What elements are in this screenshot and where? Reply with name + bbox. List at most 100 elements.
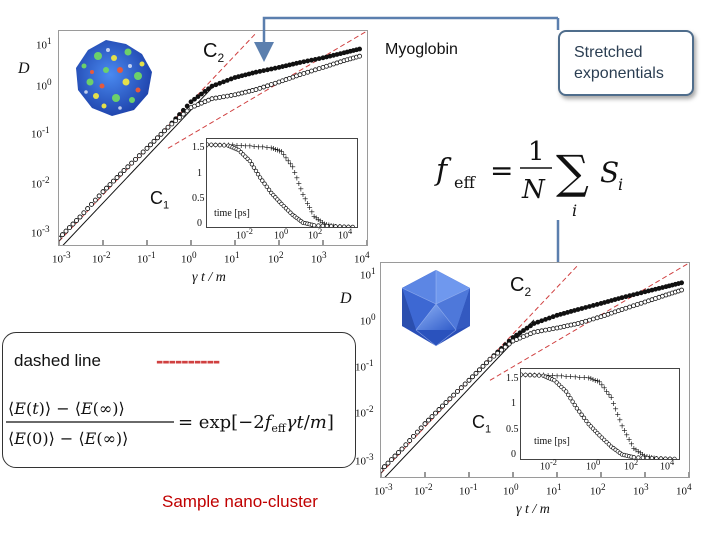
- svg-text:f: f: [434, 153, 452, 188]
- nanocluster-series-1-point: [587, 304, 592, 309]
- nanocluster-inset-series-2-point: [523, 372, 528, 378]
- nanocluster-series-1-point: [583, 305, 589, 310]
- p2-xtick-3: 10-1: [459, 482, 478, 498]
- myoglobin-inset-series-1-point: +: [300, 190, 307, 199]
- myoglobin-inset-series-2-point: [311, 223, 317, 227]
- svg-text:∑: ∑: [556, 145, 589, 199]
- nanocluster-inset-series-1-point: +: [588, 374, 595, 383]
- myoglobin-title: Myoglobin: [385, 41, 458, 58]
- myoglobin-series-2-point: [169, 121, 175, 127]
- myoglobin-inset-series-1-point: +: [328, 221, 335, 227]
- nanocluster-inset-series-2-point: [527, 372, 533, 378]
- myoglobin-series-2-point: [67, 225, 72, 231]
- nanocluster-series-1-point: [594, 302, 600, 307]
- myoglobin-series-2-point: [125, 164, 131, 170]
- nanocluster-series-2-point: [506, 341, 512, 347]
- myoglobin-inset-series-2-point: [213, 142, 218, 148]
- nanocluster-inset-series-2-point: [536, 373, 542, 378]
- dashed-line-sample: ----------: [156, 348, 220, 373]
- nanocluster-inset-series-2-point: [521, 372, 524, 377]
- svg-text:1: 1: [528, 137, 545, 167]
- nanocluster-inset-series-2-point: [636, 455, 641, 459]
- myoglobin-inset-series-1-point: +: [289, 163, 296, 172]
- nanocluster-inset-series-2-point: [532, 373, 537, 378]
- nanocluster-inset-svg: ++++++++++++++++++++++++++++++++++++++++…: [521, 371, 678, 459]
- myoglobin-series-2-point: [100, 189, 106, 195]
- myoglobin-inset-series-2-point: [217, 143, 223, 148]
- nanocluster-series-2-point: [440, 403, 445, 409]
- nanocluster-series-1-point: [521, 328, 526, 333]
- myoglobin-inset-series-1-point: +: [285, 156, 292, 165]
- nanocluster-inset-series-1-point: +: [558, 372, 565, 381]
- myoglobin-series-2-point: [89, 201, 94, 207]
- p2-ytick-3: 10-1: [355, 358, 374, 374]
- myoglobin-series-2-point: [107, 182, 113, 188]
- nanocluster-series-2-point: [455, 389, 460, 394]
- nanocluster-series-2-point: [579, 319, 585, 325]
- p1-inset-xtick-2: 100: [274, 227, 289, 242]
- svg-text:⟨E(t)⟩ − ⟨E(∞)⟩: ⟨E(t)⟩ − ⟨E(∞)⟩: [8, 399, 125, 418]
- myoglobin-series-2: [59, 53, 363, 241]
- nanocluster-series-2-point: [422, 421, 428, 427]
- nanocluster-series-2-point: [627, 304, 633, 310]
- nanocluster-series-1-point: [528, 323, 533, 329]
- stretched-exponentials-callout: Stretched exponentials: [558, 30, 694, 96]
- nanocluster-image: [401, 270, 471, 347]
- nanocluster-series-1-point: [517, 330, 523, 336]
- p1-xtick-3: 10-1: [137, 250, 156, 266]
- relaxation-equation: ⟨E(t)⟩ − ⟨E(∞)⟩ ⟨E(0)⟩ − ⟨E(∞)⟩ = exp[−2…: [6, 392, 354, 456]
- nanocluster-inset-series-2-point: [654, 456, 659, 459]
- nanocluster-series-2-point: [385, 460, 391, 466]
- myoglobin-inset-series-2-point: [337, 224, 343, 227]
- myoglobin-inset-series-1-point: +: [302, 194, 309, 203]
- nanocluster-inset-series-1-point: +: [631, 444, 638, 453]
- nanocluster-series-2-point: [679, 287, 685, 293]
- nanocluster-inset-series-1-point: +: [592, 376, 599, 385]
- p1-xtick-5: 101: [224, 250, 240, 266]
- myoglobin-inset-series-2-point: [221, 143, 227, 148]
- nanocluster-series-2-point: [433, 410, 438, 416]
- nanocluster-inset-series-2-point: [672, 456, 677, 459]
- nanocluster-series-2-point: [495, 350, 501, 356]
- nanocluster-inset-series-2-point: [645, 455, 650, 459]
- dashed-line-legend-box: [2, 332, 356, 468]
- nanocluster-series-1-point: [535, 319, 541, 325]
- myoglobin-inset-series-1-point: +: [264, 143, 271, 152]
- p1-xtick-8: 104: [354, 250, 370, 266]
- myoglobin-inset-series-1-point: +: [259, 143, 266, 152]
- myoglobin-inset-series-2-point: [247, 158, 253, 164]
- nanocluster-series-2-point: [619, 307, 625, 312]
- nanocluster-inset-series-1-point: +: [626, 435, 633, 444]
- p1-inset-ytick-4: 0: [197, 218, 202, 229]
- p2-c1-label: C1: [472, 412, 492, 436]
- nanocluster-inset-series-1-point: +: [594, 377, 601, 386]
- nanocluster-inset-series-2-point: [631, 455, 637, 459]
- myoglobin-series-2-point: [111, 178, 116, 184]
- nano-cluster-caption: Sample nano-cluster: [162, 492, 318, 511]
- nanocluster-series-1-point: [631, 292, 636, 298]
- myoglobin-series-2-point: [148, 142, 153, 148]
- nanocluster-inset-series-2-point: [574, 406, 580, 411]
- nanocluster-series-1-point: [546, 315, 552, 321]
- myoglobin-series-1-point: [192, 96, 197, 102]
- svg-text:i: i: [572, 201, 577, 220]
- p1-xtick-6: 102: [268, 250, 284, 266]
- p2-ytick-1: 101: [360, 266, 376, 282]
- nanocluster-inset-series-2-point: [568, 396, 573, 401]
- p1-inset-xtick-1: 10-2: [236, 227, 253, 242]
- nanocluster-series-2-point: [480, 363, 486, 369]
- svg-text:N: N: [521, 175, 546, 205]
- nanocluster-inset-series-1-point: +: [644, 452, 651, 459]
- nanocluster-series-2-point: [546, 327, 552, 332]
- nanocluster-series-1-point: [550, 314, 556, 320]
- myoglobin-inset-series-1-point: +: [242, 141, 249, 150]
- myoglobin-inset-series-1-point: +: [247, 142, 254, 151]
- myoglobin-inset-series-2-point: [249, 162, 255, 167]
- nanocluster-inset-series-1-point: +: [549, 371, 556, 380]
- nanocluster-series-2-point: [587, 317, 592, 323]
- myoglobin-inset-series-1-point: +: [330, 221, 337, 227]
- nanocluster-series-1: [381, 280, 685, 473]
- myoglobin-inset-series-1-point: +: [315, 215, 322, 224]
- nanocluster-series-2-point: [491, 353, 497, 359]
- feff-equation: f eff = 1 N ∑ i S i: [432, 132, 652, 222]
